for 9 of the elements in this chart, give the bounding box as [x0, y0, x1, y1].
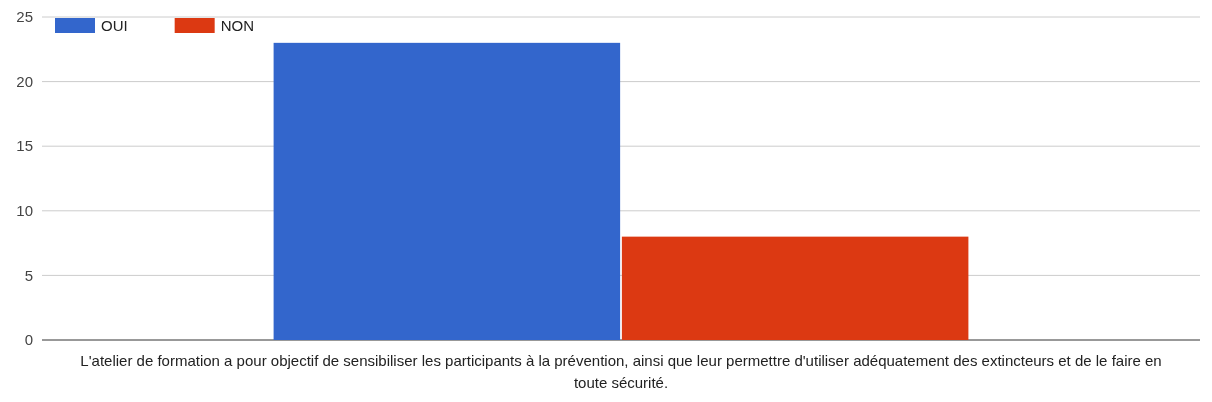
legend-label: NON [220, 17, 255, 35]
legend-label: OUI [101, 17, 128, 35]
y-tick-label: 25 [16, 8, 33, 26]
y-tick-label: 5 [24, 266, 33, 284]
y-tick-label: 15 [16, 137, 33, 155]
y-tick-label: 20 [16, 72, 33, 90]
y-tick-label: 0 [24, 331, 33, 349]
x-tick-label: L'atelier de formation a pour objectif de sensibiliser les participants à la prévention, ainsi que leur permettre d'utiliser adéquatement des extincteurs et de le faire en toute sécurité. [80, 352, 1162, 391]
y-tick-label: 10 [16, 202, 33, 220]
